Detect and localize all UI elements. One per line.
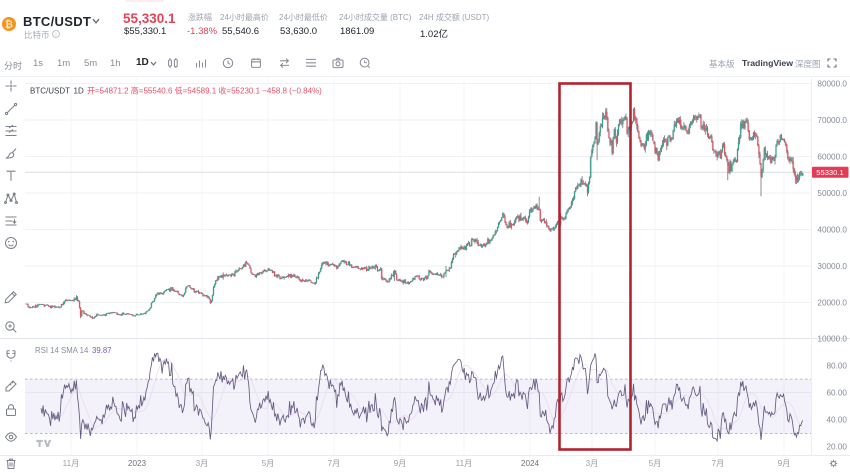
svg-text:55330.1: 55330.1 bbox=[816, 168, 843, 177]
svg-text:80000.0: 80000.0 bbox=[817, 80, 847, 89]
svg-text:70000.0: 70000.0 bbox=[817, 116, 847, 125]
svg-text:40000.0: 40000.0 bbox=[817, 226, 847, 235]
svg-text:9月: 9月 bbox=[394, 459, 407, 468]
svg-text:60.00: 60.00 bbox=[827, 389, 848, 398]
svg-text:2023: 2023 bbox=[128, 459, 147, 468]
svg-text:1D: 1D bbox=[74, 87, 84, 96]
svg-text:9月: 9月 bbox=[778, 459, 791, 468]
svg-text:10000.0: 10000.0 bbox=[817, 335, 847, 344]
svg-text:50000.0: 50000.0 bbox=[817, 189, 847, 198]
svg-text:5月: 5月 bbox=[262, 459, 275, 468]
svg-text:20.00: 20.00 bbox=[827, 443, 848, 452]
svg-text:i: i bbox=[55, 32, 56, 38]
svg-text:RSI 14 SMA 14: RSI 14 SMA 14 bbox=[35, 346, 89, 355]
svg-text:30000.0: 30000.0 bbox=[817, 262, 847, 271]
svg-text:7月: 7月 bbox=[712, 459, 725, 468]
svg-text:80.00: 80.00 bbox=[827, 362, 848, 371]
svg-text:7月: 7月 bbox=[328, 459, 341, 468]
svg-text:40.00: 40.00 bbox=[827, 416, 848, 425]
svg-text:BTC/USDT: BTC/USDT bbox=[30, 87, 70, 96]
svg-text:60000.0: 60000.0 bbox=[817, 153, 847, 162]
svg-text:20000.0: 20000.0 bbox=[817, 299, 847, 308]
svg-text:开=54871.2 高=55540.6 低=54589.1: 开=54871.2 高=55540.6 低=54589.1 收=55230.1 … bbox=[87, 86, 322, 96]
svg-text:11月: 11月 bbox=[456, 459, 473, 468]
svg-text:5月: 5月 bbox=[649, 459, 662, 468]
svg-text:₿: ₿ bbox=[5, 19, 13, 31]
svg-text:11月: 11月 bbox=[63, 459, 80, 468]
svg-text:3月: 3月 bbox=[586, 459, 599, 468]
svg-text:2024: 2024 bbox=[521, 459, 540, 468]
svg-text:39.87: 39.87 bbox=[92, 346, 112, 355]
svg-text:3月: 3月 bbox=[196, 459, 209, 468]
